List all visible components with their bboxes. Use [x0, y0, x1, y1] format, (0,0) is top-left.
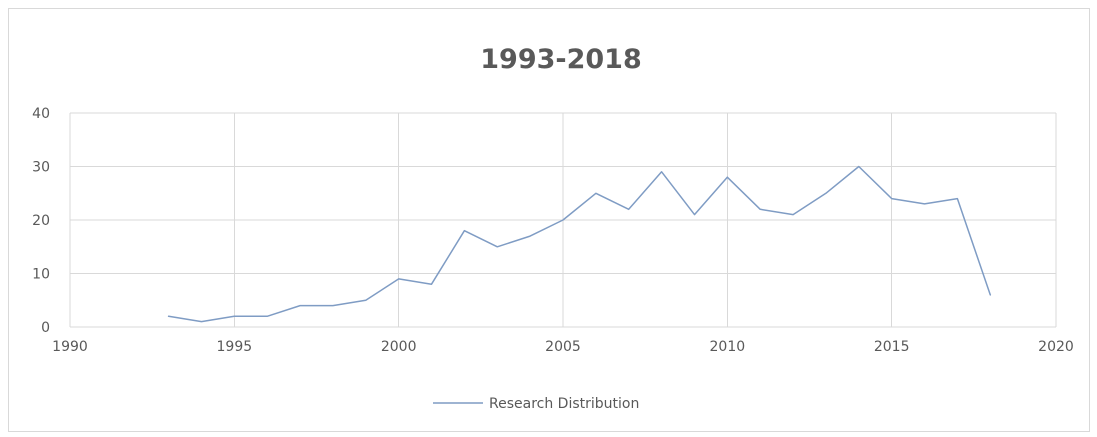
- y-tick-label-0: 0: [41, 320, 50, 336]
- y-tick-label-30: 30: [32, 160, 50, 176]
- x-tick-label-1995: 1995: [217, 339, 253, 355]
- series-group: [167, 165, 992, 323]
- legend: Research Distribution: [433, 396, 639, 412]
- x-tick-label-2000: 2000: [381, 339, 417, 355]
- x-axis-tick-labels: 1990 1995 2000 2005 2010 2015 2020: [52, 339, 1074, 355]
- chart-title: 1993-2018: [480, 44, 642, 75]
- y-tick-label-20: 20: [32, 213, 50, 229]
- x-tick-label-2005: 2005: [545, 339, 581, 355]
- x-tick-label-2015: 2015: [874, 339, 910, 355]
- x-tick-label-2020: 2020: [1038, 339, 1074, 355]
- x-tick-label-1990: 1990: [52, 339, 88, 355]
- y-tick-label-40: 40: [32, 106, 50, 122]
- line-chart: 1993-2018 0 10 20 30 40 1990 1995 2000 2005 2010…: [32, 44, 1074, 412]
- chart-area: 1993-2018 0 10 20 30 40 1990 1995 2000 2005 2010…: [8, 8, 1090, 432]
- legend-label: Research Distribution: [489, 396, 639, 412]
- y-axis-tick-labels: 0 10 20 30 40: [32, 106, 50, 336]
- series-line-research-distribution: [167, 165, 992, 323]
- y-tick-label-10: 10: [32, 267, 50, 283]
- x-tick-label-2010: 2010: [710, 339, 746, 355]
